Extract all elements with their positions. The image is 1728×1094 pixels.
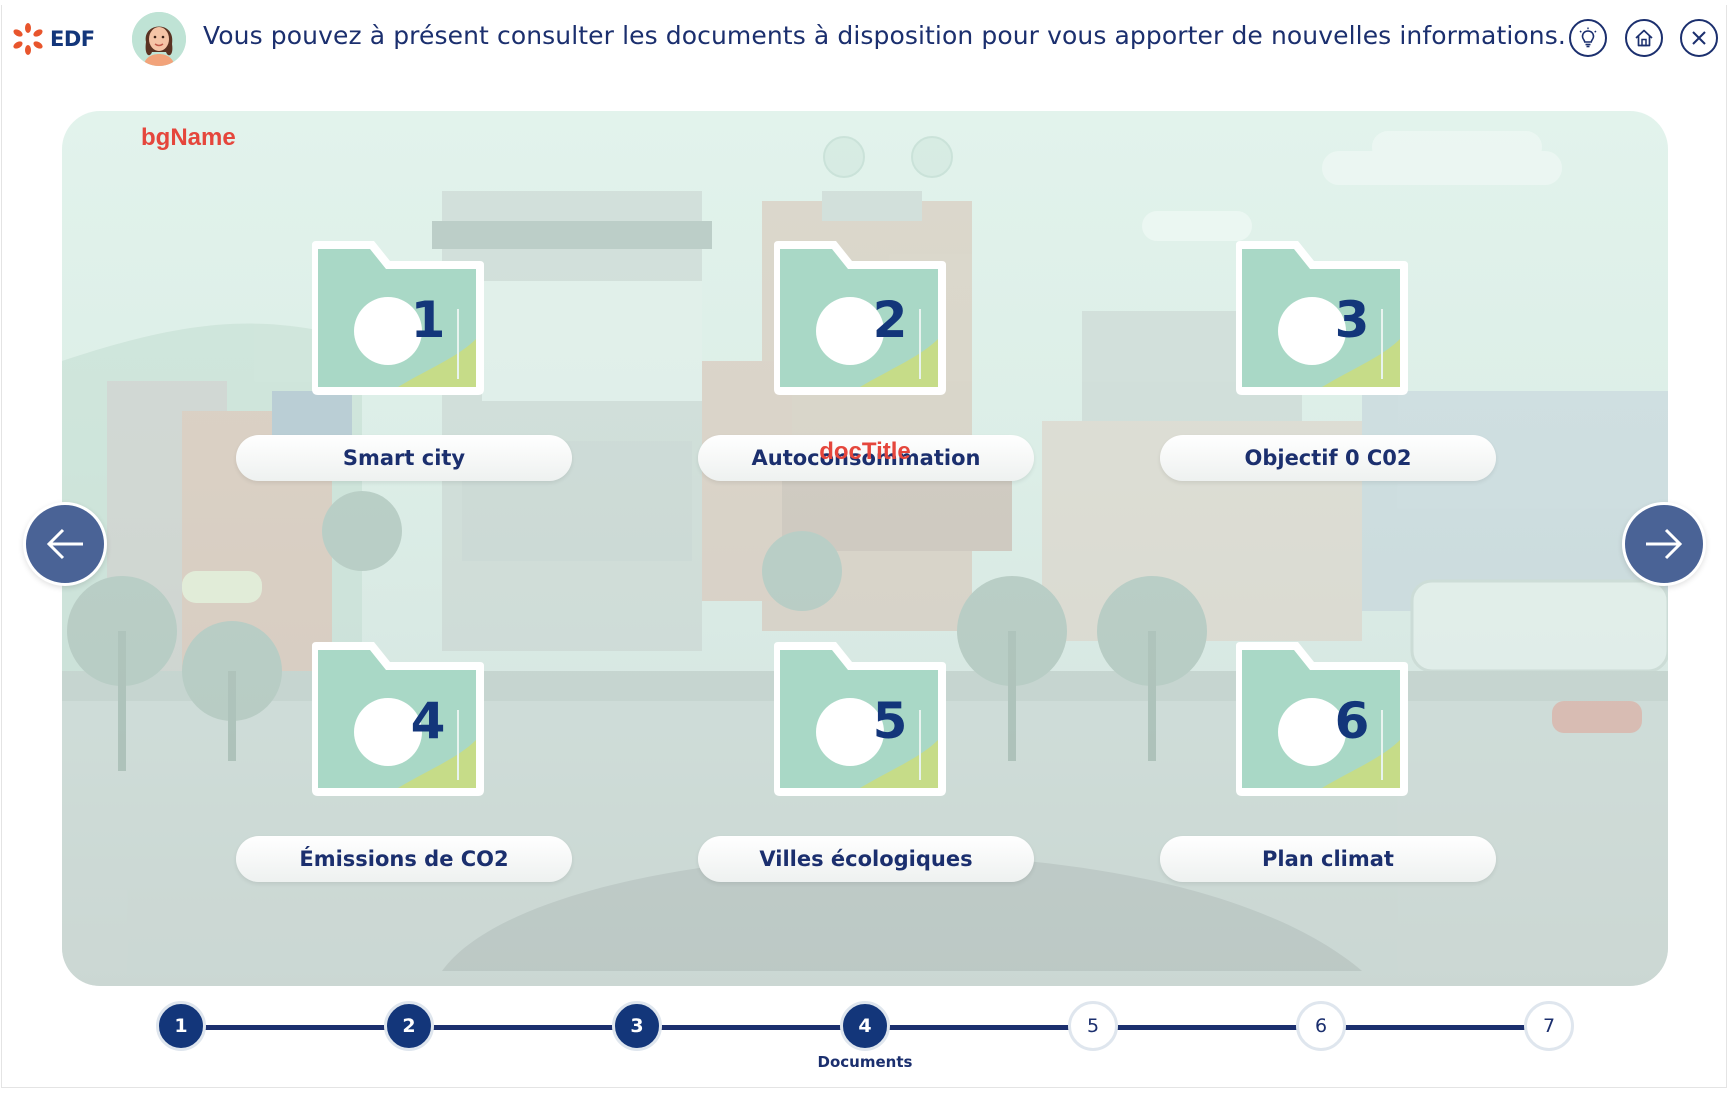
document-card-6[interactable]: 6 Plan climat bbox=[1160, 640, 1496, 882]
step-5[interactable]: 5 bbox=[1068, 1001, 1118, 1051]
background-name-label: bgName bbox=[141, 124, 236, 151]
folder-icon bbox=[774, 642, 946, 796]
next-button[interactable] bbox=[1622, 502, 1706, 586]
document-label[interactable]: Émissions de CO2 bbox=[236, 836, 572, 882]
document-number: 4 bbox=[410, 692, 446, 750]
step-6[interactable]: 6 bbox=[1296, 1001, 1346, 1051]
previous-button[interactable] bbox=[23, 502, 107, 586]
document-card-2[interactable]: 2 Autoconsommation bbox=[698, 239, 1034, 481]
header-message: Vous pouvez à présent consulter les docu… bbox=[203, 21, 1566, 50]
close-button[interactable] bbox=[1680, 19, 1718, 57]
progress-stepper: 1 2 3 4 5 6 7 Documents bbox=[0, 995, 1728, 1075]
document-label[interactable]: Objectif 0 C02 bbox=[1160, 435, 1496, 481]
document-label[interactable]: Plan climat bbox=[1160, 836, 1496, 882]
document-card-3[interactable]: 3 Objectif 0 C02 bbox=[1160, 239, 1496, 481]
document-number: 5 bbox=[872, 692, 908, 750]
step-7[interactable]: 7 bbox=[1524, 1001, 1574, 1051]
step-4[interactable]: 4 bbox=[840, 1001, 890, 1051]
document-label[interactable]: Villes écologiques bbox=[698, 836, 1034, 882]
documents-scene: bgName 1 Smart city 2 Autoconsommation bbox=[62, 111, 1668, 986]
step-3[interactable]: 3 bbox=[612, 1001, 662, 1051]
document-title-label: docTitle bbox=[819, 438, 911, 465]
document-number: 2 bbox=[872, 291, 908, 349]
folder-icon bbox=[312, 642, 484, 796]
close-icon bbox=[1692, 31, 1706, 45]
folder-icon bbox=[1236, 642, 1408, 796]
document-label[interactable]: Smart city bbox=[236, 435, 572, 481]
brand-name: EDF bbox=[50, 27, 95, 51]
arrow-right-icon bbox=[1646, 528, 1683, 560]
document-number: 6 bbox=[1334, 692, 1370, 750]
step-2[interactable]: 2 bbox=[384, 1001, 434, 1051]
app-frame bbox=[1, 5, 1727, 1088]
document-card-1[interactable]: 1 Smart city bbox=[236, 239, 572, 481]
avatar bbox=[132, 12, 186, 66]
document-number: 1 bbox=[410, 291, 446, 349]
edf-logo: EDF bbox=[10, 22, 95, 56]
folder-icon bbox=[774, 241, 946, 395]
folder-icon bbox=[312, 241, 484, 395]
step-1[interactable]: 1 bbox=[156, 1001, 206, 1051]
current-step-caption: Documents bbox=[817, 1053, 913, 1071]
hint-button[interactable] bbox=[1569, 19, 1607, 57]
document-label[interactable]: Autoconsommation bbox=[698, 435, 1034, 481]
document-card-4[interactable]: 4 Émissions de CO2 bbox=[236, 640, 572, 882]
document-card-5[interactable]: 5 Villes écologiques bbox=[698, 640, 1034, 882]
home-button[interactable] bbox=[1625, 19, 1663, 57]
home-icon bbox=[1635, 29, 1653, 47]
edf-logo-mark bbox=[13, 23, 43, 55]
lightbulb-icon bbox=[1579, 27, 1597, 48]
document-number: 3 bbox=[1334, 291, 1370, 349]
arrow-left-icon bbox=[46, 528, 83, 560]
folder-icon bbox=[1236, 241, 1408, 395]
